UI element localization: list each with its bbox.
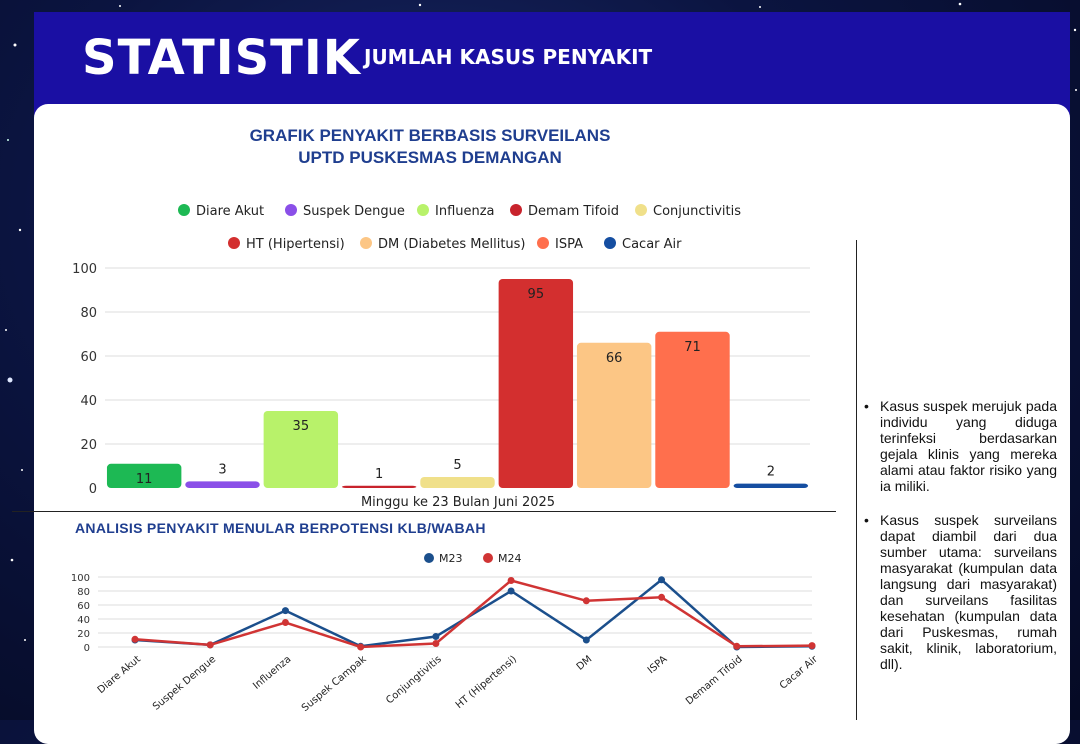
bar: [733, 483, 809, 488]
y-tick-label: 20: [80, 438, 97, 453]
legend-label: HT (Hipertensi): [246, 237, 345, 252]
y-tick-label: 60: [80, 350, 97, 365]
section-divider-horizontal: [12, 511, 836, 512]
legend-label: Diare Akut: [196, 204, 264, 219]
bar-chart-title-line-1: GRAFIK PENYAKIT BERBASIS SURVEILANS: [249, 126, 611, 145]
bar: [106, 463, 182, 488]
bar: [185, 481, 260, 488]
bar-value-label: 3: [218, 462, 226, 477]
note-item: Kasus suspek merujuk pada individu yang …: [862, 398, 1057, 494]
header-banner: STATISTIK JUMLAH KASUS PENYAKIT: [34, 12, 1070, 122]
bar-value-label: 2: [767, 465, 775, 480]
legend-marker: [360, 237, 372, 249]
legend-label: Influenza: [435, 204, 495, 219]
bar: [576, 342, 652, 488]
starfield-background: [7, 139, 13, 383]
legend-marker: [604, 237, 616, 249]
y-tick-label: 40: [80, 394, 97, 409]
bar-value-label: 1: [375, 467, 383, 482]
note-item: Kasus suspek surveilans dapat diambil da…: [862, 512, 1057, 672]
page-subtitle: JUMLAH KASUS PENYAKIT: [364, 45, 653, 69]
legend-label: Demam Tifoid: [528, 204, 619, 219]
legend-marker: [537, 237, 549, 249]
bar: [655, 331, 730, 488]
legend-marker: [635, 204, 647, 216]
page-title: STATISTIK: [82, 30, 361, 86]
section-divider-vertical: [856, 240, 857, 720]
legend-marker: [228, 237, 240, 249]
x-axis-label: Minggu ke 23 Bulan Juni 2025: [361, 495, 555, 510]
bar-value-label: 71: [684, 340, 701, 355]
bar: [263, 411, 339, 488]
line-chart-title: ANALISIS PENYAKIT MENULAR BERPOTENSI KLB…: [75, 520, 486, 536]
bar: [498, 279, 574, 488]
bar-value-label: 5: [453, 458, 461, 473]
bar-value-label: 95: [528, 287, 545, 302]
bar-value-label: 35: [293, 419, 310, 434]
y-tick-label: 80: [80, 306, 97, 321]
y-tick-label: 0: [89, 482, 97, 497]
legend-marker: [510, 204, 522, 216]
bar-chart-title-line-2: UPTD PUSKESMAS DEMANGAN: [298, 148, 562, 167]
y-tick-label: 100: [72, 262, 97, 277]
bar: [341, 485, 417, 488]
legend-label: Cacar Air: [622, 237, 682, 252]
bar: [420, 477, 495, 488]
legend-label: ISPA: [555, 237, 583, 252]
legend-label: Conjunctivitis: [653, 204, 741, 219]
legend-label: DM (Diabetes Mellitus): [378, 237, 526, 252]
legend-marker: [417, 204, 429, 216]
notes-list: Kasus suspek merujuk pada individu yang …: [862, 398, 1057, 690]
legend-marker: [285, 204, 297, 216]
legend-marker: [178, 204, 190, 216]
bar-chart: Diare Akut Suspek Dengue Influenza Demam Ti…: [72, 204, 810, 510]
legend-label: Suspek Dengue: [303, 204, 405, 219]
bar-value-label: 11: [136, 472, 153, 487]
bar-value-label: 66: [606, 351, 623, 366]
